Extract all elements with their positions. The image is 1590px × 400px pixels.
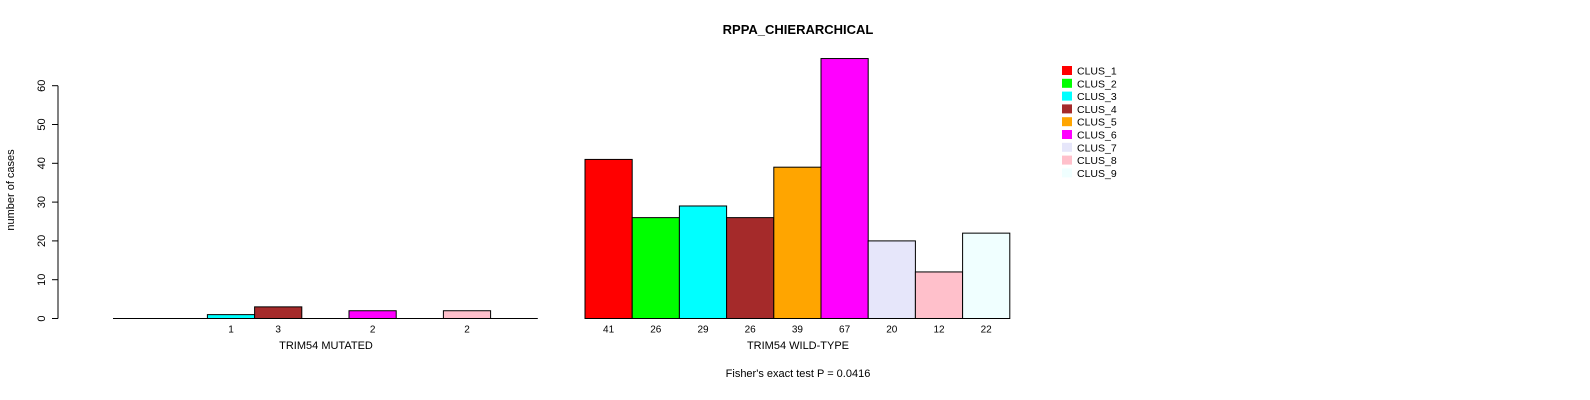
bar-clus-4 <box>726 217 775 319</box>
group-trim54-wild-type: 41 26 29 26 39 67 20 12 22 <box>584 58 1011 336</box>
legend-label: CLUS_9 <box>1077 168 1117 180</box>
legend-swatch <box>1062 142 1072 152</box>
bar-clus-5 <box>773 166 822 319</box>
legend-label: CLUS_1 <box>1077 66 1117 78</box>
legend-label: CLUS_7 <box>1077 142 1117 154</box>
legend-label: CLUS_8 <box>1077 155 1117 167</box>
bar-clus-7 <box>867 240 916 319</box>
bar-clus-4 <box>254 306 303 319</box>
legend: CLUS_1CLUS_2CLUS_3CLUS_4CLUS_5CLUS_6CLUS… <box>1062 66 1117 180</box>
legend-label: CLUS_3 <box>1077 91 1117 103</box>
bar-count-label: 2 <box>370 325 376 336</box>
y-tick-label: 50 <box>36 118 48 130</box>
bar-count-label: 20 <box>886 325 898 336</box>
legend-swatch <box>1062 168 1072 178</box>
legend-swatch <box>1062 130 1072 139</box>
bar-count-label: 22 <box>981 325 993 336</box>
bar-count-label: 1 <box>228 325 234 336</box>
bar-count-label: 2 <box>464 325 470 336</box>
group-label-mutated: TRIM54 MUTATED <box>279 340 373 352</box>
y-tick-label: 10 <box>36 274 48 286</box>
group-label-wild-type: TRIM54 WILD-TYPE <box>747 340 849 352</box>
bar-clus-3 <box>206 314 256 319</box>
legend-swatch <box>1062 117 1072 127</box>
bar-clus-3 <box>678 205 728 319</box>
bar-count-label: 29 <box>697 325 709 336</box>
y-tick-label: 0 <box>36 315 48 321</box>
legend-swatch <box>1062 78 1072 88</box>
bar-count-label: 26 <box>745 325 757 336</box>
legend-swatch <box>1062 66 1072 75</box>
bar-count-label: 41 <box>603 325 615 336</box>
bar-clus-6 <box>348 310 397 319</box>
legend-label: CLUS_5 <box>1077 117 1117 129</box>
bar-count-label: 39 <box>792 325 804 336</box>
y-axis: 0 10 20 30 40 50 60 <box>36 80 59 322</box>
y-tick-label: 20 <box>36 235 48 247</box>
legend-swatch <box>1062 104 1072 114</box>
fisher-test-footnote: Fisher's exact test P = 0.0416 <box>726 368 871 380</box>
bar-clus-6 <box>820 58 869 319</box>
legend-swatch <box>1062 91 1072 101</box>
bar-count-label: 12 <box>933 325 945 336</box>
legend-label: CLUS_6 <box>1077 130 1117 142</box>
bar-count-label: 67 <box>839 325 851 336</box>
bar-clus-1 <box>584 158 633 319</box>
group-trim54-mutated: 1 3 2 2 <box>113 306 538 336</box>
bar-clus-9 <box>962 232 1011 319</box>
chart-title: RPPA_CHIERARCHICAL <box>723 22 874 37</box>
bar-clus-8 <box>442 310 492 319</box>
bar-clus-8 <box>914 271 964 320</box>
y-tick-label: 60 <box>36 80 48 92</box>
bar-count-label: 26 <box>650 325 662 336</box>
bar-clus-2 <box>631 217 680 319</box>
legend-label: CLUS_4 <box>1077 104 1117 116</box>
y-axis-label: number of cases <box>5 149 17 231</box>
y-tick-label: 40 <box>36 157 48 169</box>
legend-swatch <box>1062 155 1072 165</box>
bar-count-label: 3 <box>275 325 281 336</box>
y-tick-label: 30 <box>36 196 48 208</box>
legend-label: CLUS_2 <box>1077 78 1117 90</box>
